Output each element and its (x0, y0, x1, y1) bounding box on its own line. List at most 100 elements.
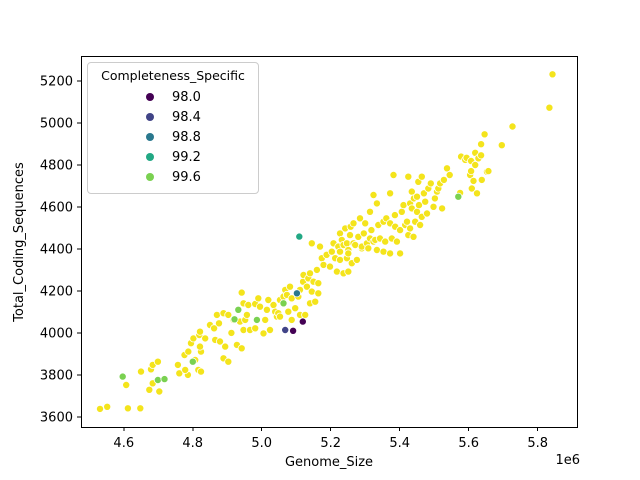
scatter-point (215, 337, 224, 346)
scatter-point (224, 310, 233, 319)
scatter-point (472, 189, 481, 198)
scatter-point (230, 315, 239, 324)
scatter-point (381, 237, 390, 246)
scatter-point (234, 305, 243, 314)
scatter-point (351, 240, 360, 249)
scatter-point (349, 219, 358, 228)
scatter-point (508, 122, 517, 131)
scatter-point (189, 334, 198, 343)
scatter-point (386, 189, 395, 198)
scatter-point (365, 207, 374, 216)
scatter-point (275, 312, 284, 321)
scatter-point (242, 310, 251, 319)
y-tick-label: 5200 (40, 74, 73, 89)
scatter-point (307, 239, 316, 248)
scatter-point (145, 385, 154, 394)
scatter-point (409, 232, 418, 241)
x-axis: 4.6 4.8 5.0 5.2 5.4 5.6 5.8 (113, 427, 548, 451)
scatter-point (429, 202, 438, 211)
scatter-point (311, 297, 320, 306)
x-tick-label: 5.4 (389, 436, 410, 451)
scatter-point (175, 369, 184, 378)
scatter-point (118, 372, 127, 381)
scatter-point (467, 167, 476, 176)
scatter-point (291, 304, 300, 313)
scatter-point (372, 199, 381, 208)
scatter-point (497, 141, 506, 150)
scatter-point (364, 244, 373, 253)
scatter-point (469, 176, 478, 185)
x-tick-label: 4.8 (182, 436, 203, 451)
scatter-point (153, 357, 162, 366)
scatter-point (414, 201, 423, 210)
x-tick-label: 4.6 (113, 436, 134, 451)
scatter-point (421, 197, 430, 206)
scatter-point (426, 179, 435, 188)
scatter-point (269, 300, 278, 309)
scatter-point (221, 342, 230, 351)
scatter-point (201, 334, 210, 343)
scatter-point (404, 172, 413, 181)
y-tick-label: 4400 (40, 242, 73, 257)
legend-marker-dot (146, 113, 154, 121)
legend-marker-dot (146, 93, 154, 101)
scatter-point (315, 242, 324, 251)
legend-entries: 98.0 98.4 98.8 99.2 99.6 (88, 87, 258, 187)
legend-entry-label: 99.2 (172, 149, 201, 165)
scatter-point (355, 214, 364, 223)
scatter-point (412, 192, 421, 201)
scatter-point (379, 247, 388, 256)
scatter-point (477, 175, 486, 184)
scatter-point (454, 192, 463, 201)
y-tick-label: 4600 (40, 200, 73, 215)
scatter-point (122, 380, 131, 389)
scatter-point (314, 279, 323, 288)
scatter-point (397, 207, 406, 216)
scatter-point (396, 249, 405, 258)
legend-entry-label: 98.0 (172, 89, 201, 105)
scatter-point (212, 310, 221, 319)
scatter-point (442, 164, 451, 173)
scatter-point (210, 324, 219, 333)
scatter-point (332, 267, 341, 276)
scatter-point (264, 295, 273, 304)
legend-marker-dot (146, 153, 154, 161)
scatter-point (255, 302, 264, 311)
scatter-point (344, 249, 353, 258)
scatter-point (390, 211, 399, 220)
scatter-point (195, 327, 204, 336)
scatter-point (279, 299, 288, 308)
legend-title: Completeness_Specific (101, 68, 245, 83)
scatter-point (477, 140, 486, 149)
scatter-point (136, 404, 145, 413)
scatter-point (327, 247, 336, 256)
scatter-point (289, 326, 298, 335)
legend-entry-label: 98.4 (172, 109, 201, 125)
scatter-point (467, 184, 476, 193)
scatter-point (237, 344, 246, 353)
scatter-point (392, 237, 401, 246)
scatter-point (438, 204, 447, 213)
y-tick-label: 3800 (40, 368, 73, 383)
scatter-point (237, 288, 246, 297)
scatter-point (285, 282, 294, 291)
scatter-point (287, 315, 296, 324)
scatter-point (372, 245, 381, 254)
legend-entry: 98.4 (88, 107, 258, 127)
scatter-point (386, 249, 395, 258)
scatter-point (399, 201, 408, 210)
y-axis: 3600 3800 4000 4200 4400 4600 4800 5000 5200 (40, 74, 81, 425)
x-tick-label: 5.6 (458, 436, 479, 451)
scatter-point (295, 232, 304, 241)
scatter-point (252, 315, 261, 324)
scatter-point (301, 310, 310, 319)
scatter-point (155, 387, 164, 396)
scatter-point (471, 160, 480, 169)
scatter-point (361, 219, 370, 228)
scatter-point (251, 324, 260, 333)
scatter-point (224, 357, 233, 366)
scatter-point (335, 255, 344, 264)
scatter-point (335, 247, 344, 256)
